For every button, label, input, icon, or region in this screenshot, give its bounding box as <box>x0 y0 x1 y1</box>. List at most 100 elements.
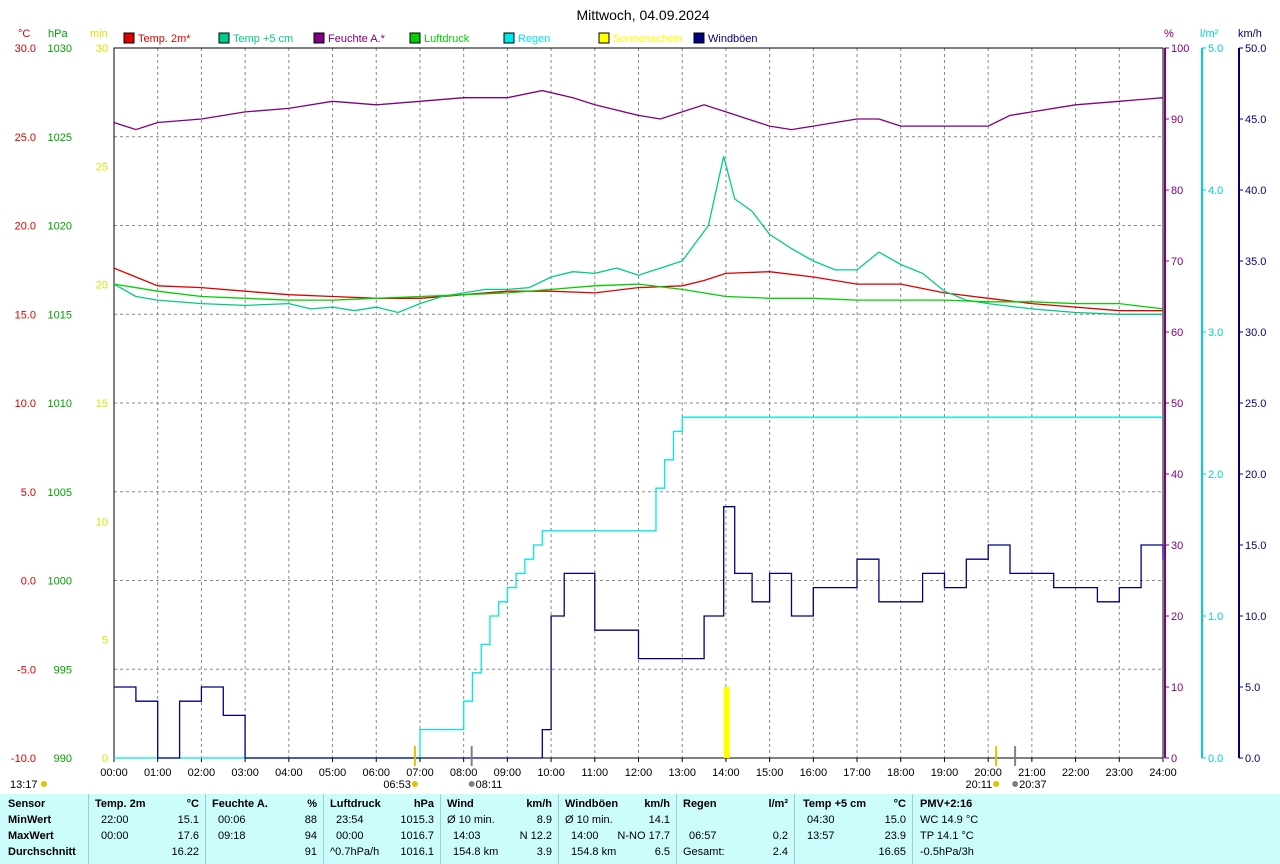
stats-pressure-trend: ^0.7hPa/h <box>330 846 380 858</box>
wind-axis-tick-label: 0.0 <box>1245 753 1260 765</box>
unit-pressure: hPa <box>48 28 68 40</box>
stats-gusts-max-time: 14:00 <box>571 830 599 842</box>
x-tick-label: 12:00 <box>625 767 653 779</box>
stats-temp5cm-header: Temp +5 cm <box>803 798 867 810</box>
stats-pmv-windchill: WC 14.9 °C <box>920 814 979 826</box>
temp-axis-tick-label: -5.0 <box>17 664 36 676</box>
stats-pressure-unit: hPa <box>413 798 434 810</box>
series-feuchte-a <box>113 89 1164 131</box>
stats-rain-unit: l/m² <box>768 798 788 810</box>
chart-title: Mittwoch, 04.09.2024 <box>576 7 709 23</box>
stats-pmv-pressure-trend: -0.5hPa/3h <box>920 846 974 858</box>
stats-temp2m-avg: 16.22 <box>171 846 199 858</box>
sun-axis-tick-label: 25 <box>96 161 108 173</box>
stats-gusts-max-dir: N-NO 17.7 <box>617 830 670 842</box>
rain-axis-tick-label: 5.0 <box>1208 43 1223 55</box>
legend-swatch <box>218 32 230 44</box>
stats-pressure-max-time: 00:00 <box>336 830 364 842</box>
stats-pressure: Luftdruck hPa 23:54 1015.3 00:00 1016.7 … <box>324 794 440 864</box>
rain-axis-tick-label: 4.0 <box>1208 185 1223 197</box>
sun-moon-markers: 06:53 08:11 20:11 20:37 13:17 <box>10 746 1047 791</box>
x-tick-label: 15:00 <box>756 767 784 779</box>
pressure-axis-tick-label: 1000 <box>48 576 72 588</box>
current-time-label: 13:17 <box>10 779 38 791</box>
temp-axis-tick-label: 25.0 <box>15 132 36 144</box>
humidity-axis-tick-label: 40 <box>1171 469 1183 481</box>
stats-temp2m: Temp. 2m °C 22:00 15.1 00:00 17.6 16.22 <box>89 794 205 864</box>
stats-temp2m-max-val: 17.6 <box>177 830 199 842</box>
pressure-axis-tick-label: 1025 <box>48 132 72 144</box>
x-tick-label: 13:00 <box>668 767 696 779</box>
x-tick-label: 16:00 <box>800 767 828 779</box>
legend-label: Windböen <box>708 33 758 45</box>
stats-humidity-header: Feuchte A. <box>212 798 268 810</box>
moonrise-icon <box>468 781 475 787</box>
x-tick-label: 20:00 <box>974 767 1002 779</box>
stats-gusts-header: Windböen <box>565 798 619 810</box>
sunset-icon <box>993 781 1000 787</box>
unit-rain: l/m² <box>1200 28 1219 40</box>
stats-temp5cm: Temp +5 cm °C 04:30 15.0 13:57 23.9 16.6… <box>795 794 912 864</box>
stats-rain-total-label: Gesamt: <box>683 846 725 858</box>
stats-wind-max-dir: N 12.2 <box>519 830 552 842</box>
sunshine-bar <box>723 687 730 758</box>
stats-humidity: Feuchte A. % 00:06 88 09:18 94 91 <box>206 794 323 864</box>
x-tick-label: 11:00 <box>581 767 608 779</box>
wind-axis-tick-label: 40.0 <box>1245 185 1266 197</box>
x-tick-label: 03:00 <box>231 767 259 779</box>
temp-axis-tick-label: 5.0 <box>21 487 36 499</box>
moonset-label: 20:37 <box>1019 779 1047 791</box>
stats-gusts-avg-val: 14.1 <box>648 814 670 826</box>
temp-axis-tick-label: 20.0 <box>15 221 36 233</box>
stats-temp2m-min-val: 15.1 <box>177 814 199 826</box>
temp-axis-tick-label: 30.0 <box>15 43 36 55</box>
stats-row-min: MinWert <box>8 814 52 826</box>
chart-legend: Temp. 2m* Temp +5 cm Feuchte A.* Luftdruck R… <box>123 32 758 45</box>
rain-axis-tick-label: 0.0 <box>1208 753 1223 765</box>
wind-axis-tick-label: 30.0 <box>1245 327 1266 339</box>
sun-axis-tick-label: 10 <box>96 516 108 528</box>
x-tick-label: 08:00 <box>450 767 478 779</box>
stats-gusts-avg-label: Ø 10 min. <box>565 814 613 826</box>
unit-wind: km/h <box>1238 28 1262 40</box>
stats-rain-total-val: 2.4 <box>772 846 788 858</box>
moonrise-label: 08:11 <box>476 779 503 791</box>
legend-item-luftdruck: Luftdruck <box>409 32 470 45</box>
stats-humidity-min-time: 00:06 <box>218 814 246 826</box>
stats-wind-max-time: 14:03 <box>453 830 481 842</box>
stats-wind: Wind km/h Ø 10 min. 8.9 14:03 N 12.2 154… <box>441 794 558 864</box>
sunrise-icon <box>411 781 418 787</box>
sun-axis-tick-label: 30 <box>96 43 108 55</box>
pressure-axis-tick-label: 1010 <box>48 398 72 410</box>
sun-axis-tick-label: 5 <box>102 635 108 647</box>
humidity-axis-tick-label: 90 <box>1171 114 1183 126</box>
temp-axis-tick-label: 10.0 <box>15 398 36 410</box>
legend-label: Regen <box>518 33 550 45</box>
x-tick-label: 06:00 <box>362 767 390 779</box>
x-tick-label: 14:00 <box>712 767 740 779</box>
stats-pressure-max-val: 1016.7 <box>400 830 434 842</box>
stats-rain-max-time: 06:57 <box>689 830 717 842</box>
current-sun-icon <box>41 781 47 787</box>
stats-wind-avg-label: Ø 10 min. <box>447 814 495 826</box>
humidity-axis-tick-label: 70 <box>1171 256 1183 268</box>
legend-item-temp-5-cm: Temp +5 cm <box>218 32 293 45</box>
humidity-axis-tick-label: 10 <box>1171 682 1183 694</box>
x-tick-label: 18:00 <box>887 767 915 779</box>
temp-axis-tick-label: -10.0 <box>11 753 36 765</box>
wind-axis-tick-label: 10.0 <box>1245 611 1266 623</box>
rain-axis-tick-label: 3.0 <box>1208 327 1223 339</box>
wind-axis-tick-label: 15.0 <box>1245 540 1266 552</box>
stats-rain-max-val: 0.2 <box>772 830 788 842</box>
stats-humidity-min-val: 88 <box>304 814 317 826</box>
sun-axis-tick-label: 20 <box>96 280 108 292</box>
chart-grid <box>114 48 1163 758</box>
legend-swatch <box>409 32 421 44</box>
stats-temp2m-min-time: 22:00 <box>101 814 129 826</box>
stats-pmv-dewpoint: TP 14.1 °C <box>920 830 974 842</box>
legend-item-regen: Regen <box>503 32 550 45</box>
unit-sun: min <box>90 28 108 40</box>
rain-axis-tick-label: 2.0 <box>1208 469 1223 481</box>
x-tick-label: 02:00 <box>188 767 216 779</box>
humidity-axis-tick-label: 0 <box>1171 753 1177 765</box>
